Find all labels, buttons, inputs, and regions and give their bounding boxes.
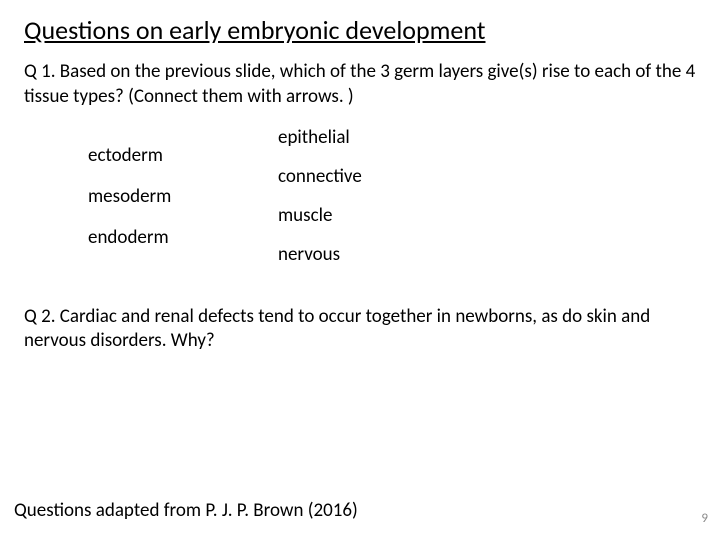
- slide-title: Questions on early embryonic development: [24, 14, 696, 46]
- germ-layer-item: ectoderm: [88, 145, 278, 168]
- tissue-type-item: connective: [278, 166, 578, 189]
- tissue-type-item: muscle: [278, 205, 578, 228]
- attribution-text: Questions adapted from P. J. P. Brown (2…: [14, 499, 358, 522]
- germ-layers-column: ectoderm mesoderm endoderm: [88, 127, 278, 282]
- tissue-types-column: epithelial connective muscle nervous: [278, 127, 578, 282]
- question-2: Q 2. Cardiac and renal defects tend to o…: [24, 305, 696, 354]
- question-1: Q 1. Based on the previous slide, which …: [24, 60, 696, 109]
- germ-layer-item: endoderm: [88, 227, 278, 250]
- page-number: 9: [701, 511, 708, 526]
- germ-layer-item: mesoderm: [88, 186, 278, 209]
- matching-columns: ectoderm mesoderm endoderm epithelial co…: [88, 127, 696, 282]
- tissue-type-item: nervous: [278, 244, 578, 267]
- tissue-type-item: epithelial: [278, 127, 578, 150]
